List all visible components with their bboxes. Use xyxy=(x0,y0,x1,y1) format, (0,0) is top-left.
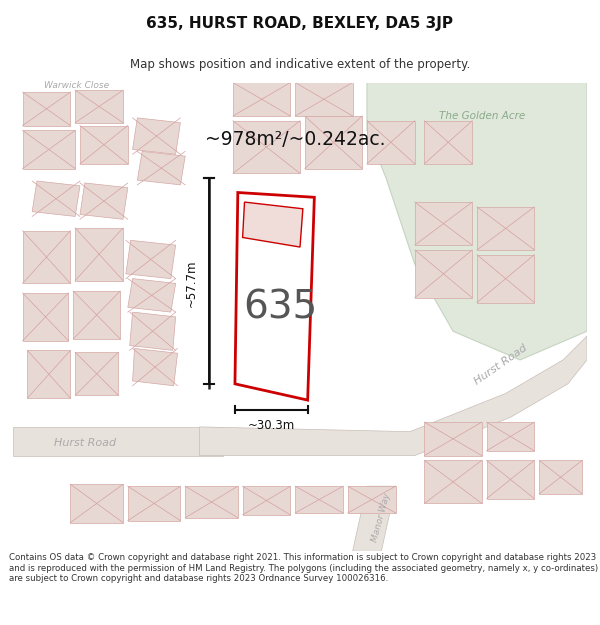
Polygon shape xyxy=(424,422,482,456)
Polygon shape xyxy=(477,255,535,302)
Polygon shape xyxy=(367,82,587,360)
Text: Hurst Road: Hurst Road xyxy=(473,342,529,387)
Polygon shape xyxy=(487,422,535,451)
Polygon shape xyxy=(23,92,70,126)
Text: ~30.3m: ~30.3m xyxy=(248,419,295,432)
Polygon shape xyxy=(73,291,120,339)
Text: Map shows position and indicative extent of the property.: Map shows position and indicative extent… xyxy=(130,58,470,71)
Polygon shape xyxy=(80,183,128,219)
Polygon shape xyxy=(235,192,314,400)
Polygon shape xyxy=(126,241,176,279)
Text: Hurst Road: Hurst Road xyxy=(53,438,116,448)
Text: 635: 635 xyxy=(244,288,318,326)
Polygon shape xyxy=(424,121,472,164)
Polygon shape xyxy=(32,181,80,216)
Polygon shape xyxy=(295,486,343,513)
Polygon shape xyxy=(305,116,362,169)
Polygon shape xyxy=(353,486,395,551)
Polygon shape xyxy=(128,279,176,312)
Polygon shape xyxy=(130,312,176,351)
Polygon shape xyxy=(23,131,75,169)
Polygon shape xyxy=(75,228,123,281)
Polygon shape xyxy=(242,486,290,515)
Text: Contains OS data © Crown copyright and database right 2021. This information is : Contains OS data © Crown copyright and d… xyxy=(9,554,598,583)
Polygon shape xyxy=(200,336,587,456)
Polygon shape xyxy=(28,351,70,398)
Text: 635, HURST ROAD, BEXLEY, DA5 3JP: 635, HURST ROAD, BEXLEY, DA5 3JP xyxy=(146,16,454,31)
Text: The Golden Acre: The Golden Acre xyxy=(439,111,525,121)
Polygon shape xyxy=(233,121,300,173)
Polygon shape xyxy=(415,250,472,298)
Polygon shape xyxy=(539,461,582,494)
Polygon shape xyxy=(23,293,68,341)
Polygon shape xyxy=(415,202,472,245)
Polygon shape xyxy=(367,121,415,164)
Polygon shape xyxy=(295,82,353,116)
Polygon shape xyxy=(137,151,185,185)
Polygon shape xyxy=(75,90,123,123)
Polygon shape xyxy=(70,484,123,522)
Polygon shape xyxy=(487,461,535,499)
Text: ~57.7m: ~57.7m xyxy=(185,259,197,307)
Polygon shape xyxy=(242,202,303,247)
Polygon shape xyxy=(133,118,181,154)
Polygon shape xyxy=(13,427,223,456)
Polygon shape xyxy=(23,231,70,283)
Text: Warwick Close: Warwick Close xyxy=(44,81,109,89)
Polygon shape xyxy=(133,349,178,386)
Polygon shape xyxy=(80,126,128,164)
Text: ~978m²/~0.242ac.: ~978m²/~0.242ac. xyxy=(205,131,385,149)
Polygon shape xyxy=(75,352,118,396)
Polygon shape xyxy=(424,461,482,503)
Polygon shape xyxy=(185,486,238,518)
Polygon shape xyxy=(348,486,395,513)
Polygon shape xyxy=(477,207,535,250)
Polygon shape xyxy=(128,486,181,521)
Polygon shape xyxy=(233,82,290,116)
Text: Manor Way: Manor Way xyxy=(370,492,392,543)
